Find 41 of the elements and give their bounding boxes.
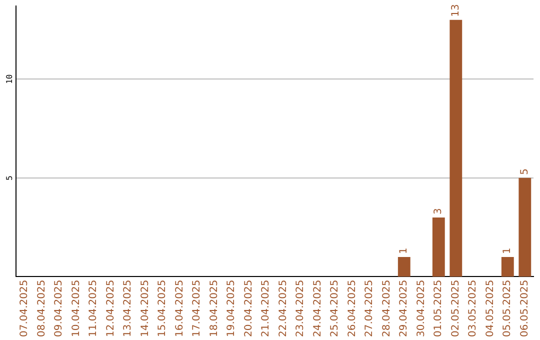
x-tick-label: 17.04.2025 [192, 280, 203, 338]
x-tick-label: 08.04.2025 [36, 280, 48, 338]
x-tick-label: 23.04.2025 [295, 280, 306, 338]
x-tick-label: 27.04.2025 [364, 280, 376, 338]
x-tick-label: 26.04.2025 [346, 280, 358, 338]
x-tick-label: 11.04.2025 [88, 280, 100, 338]
bar [501, 256, 514, 277]
x-tick-label: 24.04.2025 [312, 280, 324, 338]
x-tick-label: 05.05.2025 [502, 280, 514, 338]
x-tick-label: 28.04.2025 [381, 280, 392, 338]
x-tick-label: 18.04.2025 [208, 280, 220, 338]
bar [432, 217, 445, 277]
x-tick-label: 13.04.2025 [122, 280, 134, 338]
x-tick-label: 14.04.2025 [140, 280, 151, 338]
x-tick-label: 19.04.2025 [226, 280, 238, 338]
x-tick-label: 01.05.2025 [433, 280, 444, 338]
x-tick-label: 06.05.2025 [519, 280, 530, 338]
bar [518, 178, 532, 277]
data-label: 3 [433, 208, 444, 214]
x-tick-label: 09.04.2025 [54, 280, 65, 338]
x-tick-label: 07.04.2025 [19, 280, 30, 338]
bar [398, 256, 410, 277]
x-tick-label: 29.04.2025 [398, 280, 410, 338]
data-label: 5 [519, 168, 530, 175]
data-label: 1 [502, 248, 514, 254]
bar [450, 20, 462, 277]
x-tick-label: 25.04.2025 [330, 280, 341, 338]
x-tick-label: 22.04.2025 [278, 280, 289, 338]
y-tick-label: 10 [5, 74, 14, 84]
x-tick-label: 10.04.2025 [70, 280, 82, 338]
x-tick-label: 30.04.2025 [416, 280, 427, 338]
x-tick-label: 21.04.2025 [260, 280, 272, 338]
x-tick-label: 04.05.2025 [484, 280, 496, 338]
data-label: 13 [450, 4, 462, 17]
x-tick-label: 15.04.2025 [157, 280, 168, 338]
data-label: 1 [398, 248, 410, 254]
x-tick-label: 02.05.2025 [450, 280, 462, 338]
x-tick-label: 16.04.2025 [174, 280, 186, 338]
x-tick-label: 12.04.2025 [105, 280, 116, 338]
x-tick-label: 20.04.2025 [243, 280, 254, 338]
x-tick-label: 03.05.2025 [468, 280, 479, 338]
